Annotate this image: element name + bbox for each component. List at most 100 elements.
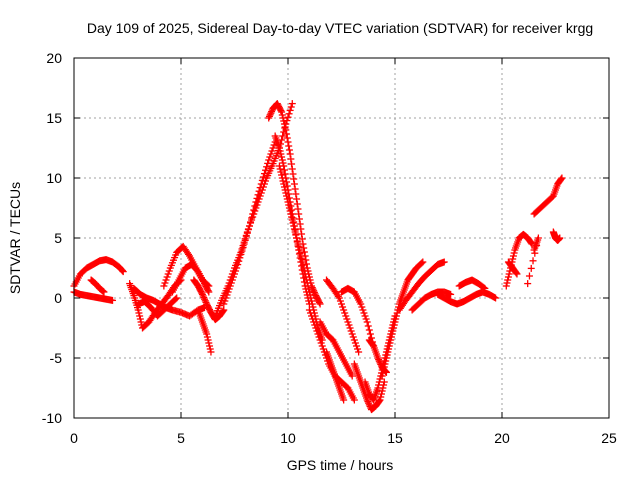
series-arc-15 xyxy=(271,132,313,308)
data-point xyxy=(281,123,289,131)
data-point xyxy=(203,333,211,341)
data-point xyxy=(289,214,297,222)
series-arc-30 xyxy=(504,258,521,278)
data-point xyxy=(109,296,117,304)
data-point xyxy=(164,270,172,278)
data-point xyxy=(223,291,231,299)
x-tick-label: 25 xyxy=(601,430,617,446)
data-point xyxy=(283,130,291,138)
data-point xyxy=(376,359,384,367)
data-point xyxy=(265,156,273,164)
data-point xyxy=(119,268,127,276)
data-point xyxy=(198,290,206,298)
data-point xyxy=(350,396,358,404)
x-tick-label: 15 xyxy=(387,430,403,446)
x-tick-label: 5 xyxy=(177,430,185,446)
data-point xyxy=(315,299,323,307)
data-point xyxy=(291,226,299,234)
data-point xyxy=(348,372,356,380)
data-point xyxy=(510,249,518,257)
data-point xyxy=(388,330,396,338)
data-point xyxy=(390,321,398,329)
data-point xyxy=(298,235,306,243)
data-point xyxy=(375,357,383,365)
data-point xyxy=(295,250,303,258)
data-points xyxy=(70,100,566,414)
data-point xyxy=(280,166,288,174)
data-point xyxy=(249,210,257,218)
y-tick-label: 10 xyxy=(46,170,62,186)
data-point xyxy=(118,266,126,274)
data-point xyxy=(203,330,211,338)
data-point xyxy=(253,194,261,202)
data-point xyxy=(299,270,307,278)
data-point xyxy=(202,298,210,306)
x-axis-label: GPS time / hours xyxy=(287,457,394,473)
y-tick-label: 5 xyxy=(54,230,62,246)
data-point xyxy=(504,276,512,284)
data-point xyxy=(264,159,272,167)
series-arc-14 xyxy=(275,162,326,344)
data-point xyxy=(509,255,517,263)
data-point xyxy=(206,345,214,353)
data-point xyxy=(387,336,395,344)
data-point xyxy=(334,292,342,300)
series-arc-17 xyxy=(316,318,356,380)
data-point xyxy=(319,345,327,353)
data-point xyxy=(279,114,287,122)
data-point xyxy=(291,185,299,193)
data-point xyxy=(184,250,192,258)
series-arc-16 xyxy=(305,306,358,404)
series-arc-3 xyxy=(87,276,108,296)
data-point xyxy=(278,171,286,179)
data-point xyxy=(288,165,296,173)
data-point xyxy=(419,258,427,266)
data-point xyxy=(374,384,382,392)
data-point xyxy=(308,284,316,292)
data-point xyxy=(306,309,314,317)
data-point xyxy=(287,103,295,111)
data-point xyxy=(383,351,391,359)
data-point xyxy=(288,210,296,218)
data-point xyxy=(204,336,212,344)
y-tick-label: 20 xyxy=(46,50,62,66)
data-point xyxy=(296,254,304,262)
data-point xyxy=(251,202,259,210)
data-point xyxy=(300,244,308,252)
data-point xyxy=(374,354,382,362)
data-point xyxy=(386,339,394,347)
data-point xyxy=(277,150,285,158)
data-point xyxy=(382,368,390,376)
series-arc-31 xyxy=(530,174,566,218)
data-point xyxy=(533,242,541,250)
data-point xyxy=(503,279,511,287)
data-point xyxy=(289,170,297,178)
data-point xyxy=(300,274,308,282)
data-point xyxy=(382,354,390,362)
data-point xyxy=(364,322,372,330)
data-point xyxy=(276,165,284,173)
data-point xyxy=(316,300,324,308)
data-point xyxy=(375,397,383,405)
data-point xyxy=(280,162,288,170)
data-point xyxy=(385,345,393,353)
data-point xyxy=(278,156,286,164)
data-point xyxy=(358,303,366,311)
data-point xyxy=(260,170,268,178)
data-point xyxy=(284,138,292,146)
data-point xyxy=(315,333,323,341)
data-point xyxy=(285,194,293,202)
data-point xyxy=(302,256,310,264)
data-point xyxy=(259,173,267,181)
data-point xyxy=(243,229,251,237)
data-point xyxy=(233,264,241,272)
data-point xyxy=(303,260,311,268)
data-point xyxy=(339,303,347,311)
data-point xyxy=(277,107,285,115)
data-point xyxy=(342,312,350,320)
data-point xyxy=(254,191,262,199)
data-point xyxy=(295,210,303,218)
data-point xyxy=(311,290,319,298)
data-point xyxy=(268,108,276,116)
data-point xyxy=(238,247,246,255)
